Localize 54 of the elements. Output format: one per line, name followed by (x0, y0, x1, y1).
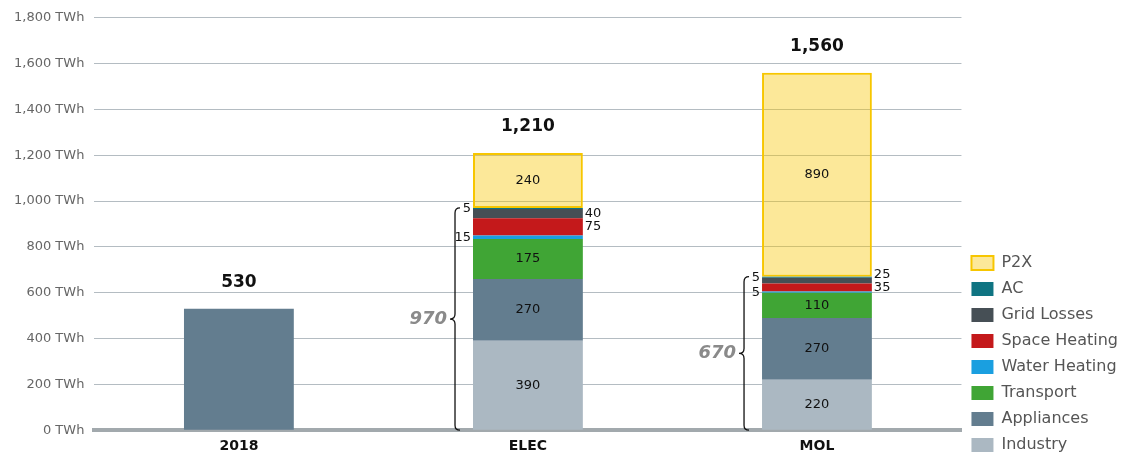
y-tick-label: 200 TWh (26, 375, 85, 391)
data-label: 5 (751, 283, 761, 299)
data-label: 25 (873, 265, 891, 281)
data-label: 110 (804, 296, 830, 312)
legend-label: Transport (1000, 382, 1077, 402)
y-tick-label: 1,400 TWh (13, 100, 85, 116)
y-tick-label: 1,200 TWh (13, 146, 85, 162)
x-tick-label: ELEC (508, 437, 548, 454)
y-tick-label: 1,600 TWh (13, 55, 85, 70)
y-tick-label: 0 TWh (42, 421, 85, 437)
data-label: 5 (462, 199, 472, 215)
bar (473, 238, 583, 279)
data-label: 240 (515, 171, 541, 187)
x-tick-label: MOL (799, 437, 835, 454)
bar (762, 72, 872, 277)
data-label: 40 (584, 205, 602, 221)
y-tick-label: 1,800 TWh (13, 9, 85, 25)
bar (473, 218, 583, 236)
data-label: 270 (804, 340, 830, 356)
annotation: 670 (698, 341, 737, 363)
data-label: 390 (515, 376, 541, 392)
y-tick-label: 1,000 TWh (13, 192, 85, 208)
bar (473, 152, 583, 208)
bar (762, 283, 872, 292)
data-label: 175 (515, 250, 541, 266)
bar (183, 308, 294, 430)
legend-label: Grid Losses (1001, 304, 1094, 324)
total-label: 1,210 (501, 114, 555, 135)
y-tick-label: 600 TWh (26, 284, 85, 300)
data-label: 220 (804, 396, 830, 412)
legend-label: Space Heating (1001, 330, 1119, 350)
bar (473, 235, 583, 239)
legend-label: AC (1001, 278, 1024, 298)
data-label: 75 (584, 218, 602, 234)
bar (762, 317, 872, 380)
data-label: 890 (804, 166, 830, 182)
bar (473, 209, 583, 219)
legend-label: P2X (1001, 252, 1033, 272)
data-label: 15 (454, 228, 472, 244)
bar (762, 292, 872, 318)
annotation: 970 (409, 306, 448, 328)
y-tick-label: 400 TWh (26, 329, 85, 345)
legend-label: Water Heating (1001, 356, 1117, 376)
data-label: 5 (751, 268, 761, 284)
data-label: 270 (515, 301, 541, 317)
bar (762, 277, 872, 284)
data-label: 35 (873, 278, 891, 294)
legend-label: Industry (1001, 434, 1068, 454)
x-tick-label: 2018 (219, 437, 259, 454)
total-label: 530 (221, 270, 257, 291)
y-tick-label: 800 TWh (26, 238, 85, 254)
total-label: 1,560 (790, 34, 844, 55)
legend-label: Appliances (1001, 408, 1089, 428)
bar (473, 278, 583, 341)
